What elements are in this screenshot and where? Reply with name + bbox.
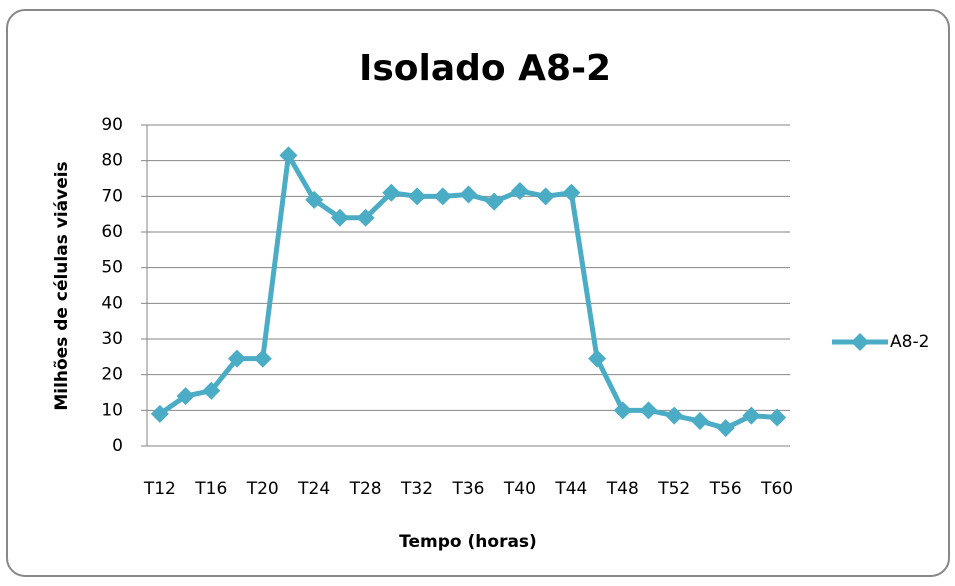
- data-point: [330, 208, 349, 227]
- data-point: [356, 208, 375, 227]
- x-tick-label: T40: [503, 479, 536, 499]
- data-point: [562, 183, 581, 202]
- data-point: [305, 190, 324, 209]
- data-point: [408, 187, 427, 206]
- data-point: [690, 412, 709, 431]
- data-point: [613, 401, 632, 420]
- data-point: [588, 349, 607, 368]
- y-tick-label: 60: [101, 222, 123, 242]
- y-tick-label: 50: [101, 258, 123, 278]
- data-point: [433, 187, 452, 206]
- data-point: [510, 181, 529, 200]
- data-point: [279, 146, 298, 165]
- y-axis-label: Milhões de células viáveis: [52, 161, 72, 410]
- chart-border: [6, 9, 950, 577]
- y-tick-label: 10: [101, 400, 123, 420]
- data-point: [202, 381, 221, 400]
- x-tick-label: T12: [143, 479, 176, 499]
- data-point: [459, 185, 478, 204]
- data-point: [536, 187, 555, 206]
- data-point: [485, 192, 504, 211]
- data-point: [716, 419, 735, 438]
- data-point: [768, 408, 787, 427]
- x-tick-label: T28: [349, 479, 382, 499]
- x-tick-label: T20: [246, 479, 279, 499]
- x-tick-label: T52: [657, 479, 690, 499]
- data-point: [665, 406, 684, 425]
- y-tick-label: 0: [112, 436, 123, 456]
- x-tick-label: T48: [606, 479, 639, 499]
- data-point: [228, 349, 247, 368]
- y-tick-label: 70: [101, 186, 123, 206]
- y-tick-label: 30: [101, 329, 123, 349]
- data-point: [176, 387, 195, 406]
- chart-title: Isolado A8-2: [359, 48, 611, 89]
- data-point: [742, 406, 761, 425]
- x-axis-label: Tempo (horas): [399, 532, 537, 552]
- x-tick-label: T44: [554, 479, 587, 499]
- x-tick-label: T36: [451, 479, 484, 499]
- legend-marker: [851, 333, 869, 351]
- data-point: [382, 183, 401, 202]
- y-tick-label: 20: [101, 365, 123, 385]
- x-tick-label: T24: [297, 479, 330, 499]
- data-point: [253, 349, 272, 368]
- y-tick-label: 40: [101, 293, 123, 313]
- legend-label: A8-2: [890, 332, 929, 352]
- data-point: [150, 404, 169, 423]
- y-tick-label: 90: [101, 115, 123, 135]
- data-point: [639, 401, 658, 420]
- y-tick-label: 80: [101, 151, 123, 171]
- x-tick-label: T56: [709, 479, 742, 499]
- x-tick-label: T60: [760, 479, 793, 499]
- x-tick-label: T16: [194, 479, 227, 499]
- x-tick-label: T32: [400, 479, 433, 499]
